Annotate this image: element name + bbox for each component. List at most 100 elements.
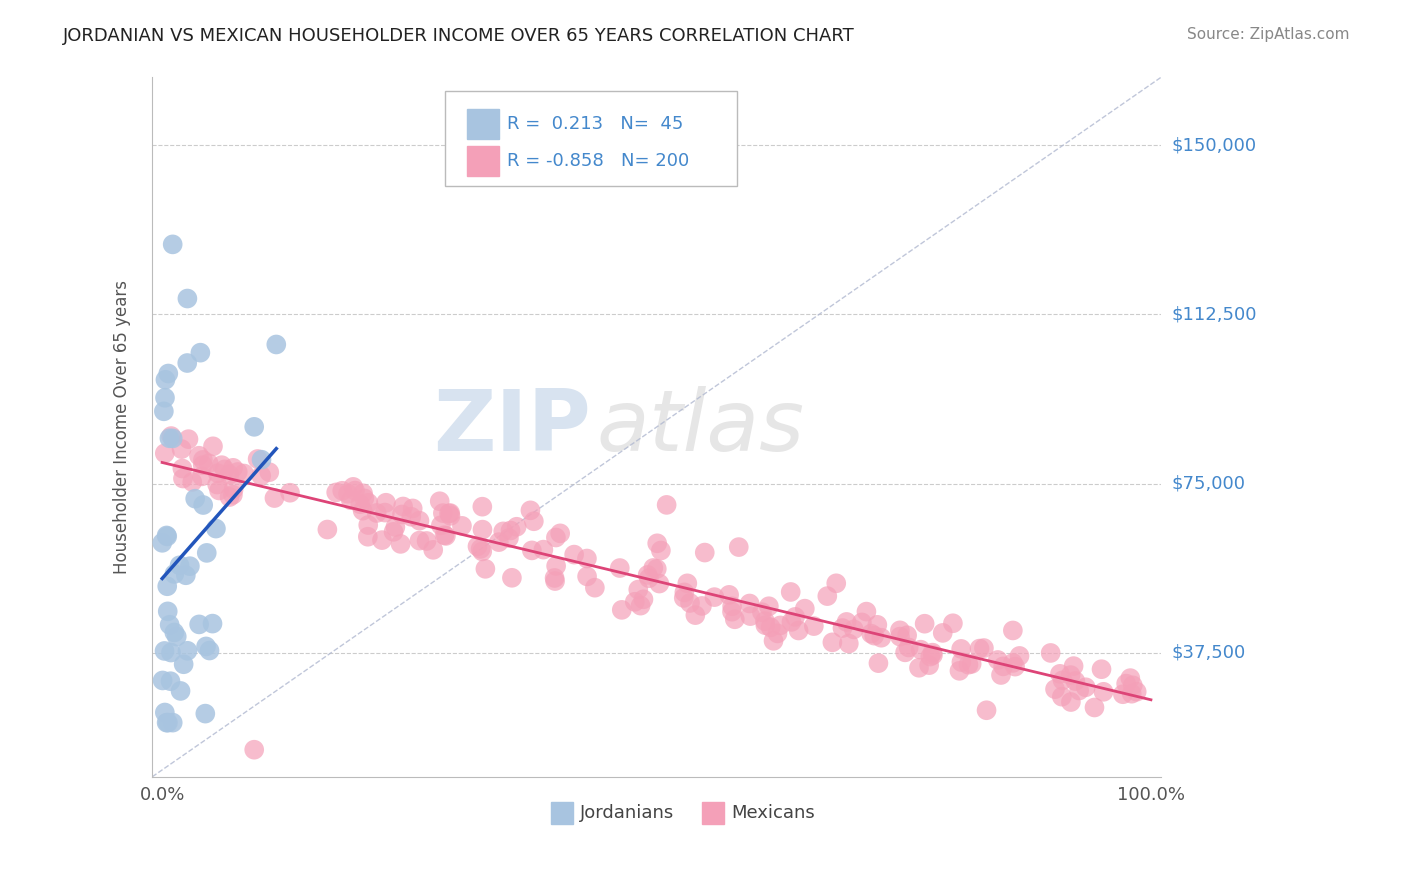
Point: [780, 615, 803, 629]
Point: [762, 633, 785, 648]
Point: [222, 460, 245, 475]
Point: [835, 615, 858, 629]
Point: [177, 432, 200, 446]
Point: [246, 452, 269, 467]
Point: [152, 673, 174, 688]
Point: [544, 531, 567, 545]
Point: [170, 442, 193, 456]
Point: [990, 668, 1012, 682]
Text: $150,000: $150,000: [1173, 136, 1257, 154]
Point: [922, 648, 945, 662]
Point: [157, 431, 180, 445]
Point: [201, 439, 224, 453]
Point: [648, 576, 671, 591]
Point: [821, 635, 844, 649]
Point: [155, 373, 177, 387]
Point: [548, 526, 571, 541]
Point: [169, 684, 191, 698]
Point: [866, 617, 889, 632]
Point: [250, 468, 273, 483]
Point: [415, 533, 437, 548]
Point: [718, 588, 741, 602]
Point: [174, 568, 197, 582]
Point: [860, 626, 883, 640]
Point: [160, 646, 183, 660]
Point: [1090, 662, 1112, 676]
Point: [610, 603, 633, 617]
Point: [233, 467, 256, 481]
Point: [342, 480, 364, 494]
Point: [851, 615, 873, 630]
Point: [155, 528, 177, 542]
Text: Mexicans: Mexicans: [731, 805, 815, 822]
Point: [243, 742, 266, 756]
Point: [643, 561, 665, 575]
Point: [194, 706, 217, 721]
Point: [176, 644, 198, 658]
Point: [349, 497, 371, 511]
Point: [156, 579, 179, 593]
Point: [693, 545, 716, 559]
Point: [357, 530, 380, 544]
FancyBboxPatch shape: [467, 110, 499, 139]
Point: [868, 656, 890, 670]
Point: [159, 617, 181, 632]
Point: [950, 641, 973, 656]
Point: [250, 452, 273, 467]
Point: [921, 646, 943, 660]
Point: [392, 500, 415, 514]
Point: [1064, 673, 1087, 688]
FancyBboxPatch shape: [551, 802, 572, 824]
Point: [214, 462, 236, 476]
Point: [993, 659, 1015, 673]
Point: [191, 458, 214, 472]
Point: [623, 595, 645, 609]
Point: [357, 496, 380, 510]
Point: [1043, 682, 1066, 697]
Point: [740, 609, 762, 624]
Point: [766, 626, 789, 640]
Point: [263, 491, 285, 505]
Point: [384, 520, 406, 534]
Point: [960, 657, 983, 671]
Point: [389, 537, 412, 551]
Point: [176, 356, 198, 370]
Point: [987, 653, 1010, 667]
Point: [655, 498, 678, 512]
Point: [645, 536, 668, 550]
Point: [1052, 673, 1074, 688]
Point: [197, 456, 219, 470]
Point: [1115, 676, 1137, 690]
Point: [679, 596, 702, 610]
FancyBboxPatch shape: [467, 146, 499, 176]
Point: [336, 487, 359, 501]
Point: [685, 608, 707, 623]
Point: [218, 490, 240, 504]
Point: [838, 636, 860, 650]
Point: [793, 601, 815, 615]
Text: $75,000: $75,000: [1173, 475, 1246, 492]
Point: [374, 506, 396, 520]
Point: [627, 582, 650, 597]
Point: [1008, 648, 1031, 663]
Point: [433, 528, 456, 542]
Point: [942, 616, 965, 631]
Point: [583, 581, 606, 595]
Point: [188, 449, 211, 463]
Point: [208, 483, 231, 498]
Point: [754, 614, 776, 628]
Point: [638, 571, 661, 585]
Point: [391, 508, 413, 522]
Point: [855, 605, 877, 619]
Text: R = -0.858   N= 200: R = -0.858 N= 200: [508, 153, 689, 170]
Point: [1092, 685, 1115, 699]
Point: [191, 469, 214, 483]
Point: [193, 498, 215, 512]
Point: [474, 562, 496, 576]
Point: [523, 514, 546, 528]
FancyBboxPatch shape: [444, 91, 737, 186]
Point: [1121, 687, 1143, 701]
Point: [501, 571, 523, 585]
Point: [690, 599, 713, 613]
Point: [278, 485, 301, 500]
